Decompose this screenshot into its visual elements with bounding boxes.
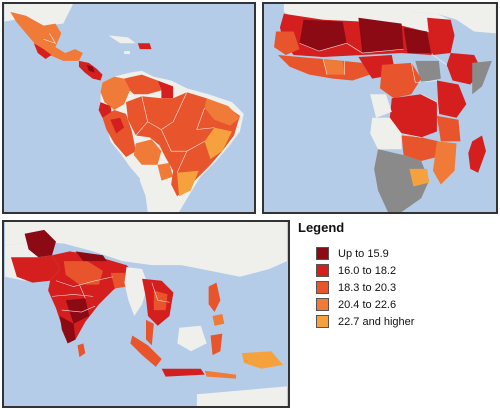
ghana-region [323, 58, 345, 75]
borneo-land [177, 325, 207, 352]
map-africa[interactable] [262, 2, 498, 214]
mauritania-region [274, 31, 300, 56]
sulawesi-region [210, 333, 223, 356]
angola-land [370, 117, 402, 150]
nepal-region [75, 251, 107, 262]
jamaica-land [124, 51, 130, 55]
niger-region [358, 17, 404, 54]
south-asia-map-svg [5, 222, 287, 406]
sri-lanka-region [77, 343, 86, 358]
india-south-region [59, 315, 76, 344]
brazil-region [126, 92, 240, 197]
map-legend: Legend Up to 15.9 16.0 to 18.2 18.3 to 2… [296, 220, 476, 330]
somalia-no-data [472, 60, 492, 95]
peru-north-region [110, 117, 125, 134]
peru-region [102, 109, 136, 158]
north-africa-land [283, 4, 453, 34]
zambia-region [401, 135, 439, 161]
papua-region [241, 351, 284, 369]
pakistan-region [10, 255, 60, 283]
legend-swatch-5 [316, 315, 329, 328]
north-america-land [4, 4, 74, 26]
southern-cone-land [139, 164, 170, 212]
europe-middle-east-land [372, 4, 496, 34]
brazil-south-region [177, 170, 199, 197]
australia-land [196, 386, 287, 406]
tanzania-region [436, 115, 461, 142]
sudan-region [427, 17, 455, 56]
afghanistan-region [24, 229, 56, 258]
map-south-asia[interactable] [2, 220, 290, 408]
malay-peninsula-region [146, 319, 154, 346]
west-africa-coast-region [277, 55, 371, 81]
cuba-land [108, 35, 136, 44]
gabon-land [370, 94, 392, 118]
admin-boundaries [299, 42, 447, 138]
mali-region [299, 19, 347, 52]
india-central-region [65, 298, 90, 324]
brazil-northeast-region [204, 98, 240, 126]
admin-boundaries [52, 276, 170, 313]
legend-label: Up to 15.9 [338, 247, 389, 260]
chad-region [403, 27, 432, 54]
paraguay-region [157, 162, 174, 181]
southern-africa-no-data [374, 149, 430, 212]
mexico-region [10, 11, 83, 61]
central-asia-china-land [5, 222, 287, 277]
sumatra-region [130, 335, 162, 367]
bangladesh-region [110, 272, 127, 289]
colombia-region [100, 76, 130, 110]
legend-item: 16.0 to 18.2 [316, 262, 476, 279]
myanmar-land [124, 267, 148, 316]
mozambique-region [432, 141, 457, 185]
kenya-uganda-region [436, 80, 467, 118]
drc-region [389, 94, 437, 138]
laos-thailand-region [153, 290, 168, 311]
zimbabwe-region [409, 168, 430, 187]
philippines-region [208, 282, 221, 313]
brazil-east-region [204, 127, 233, 160]
nusa-tenggara-region [204, 370, 237, 379]
africa-map-svg [264, 4, 496, 212]
south-sudan-no-data [415, 60, 441, 83]
mindanao-region [212, 314, 225, 326]
legend-label: 22.7 and higher [338, 315, 415, 328]
bolivia-region [133, 139, 162, 165]
legend-title: Legend [298, 220, 345, 235]
latin-america-map-svg [4, 4, 254, 212]
car-cameroon-region [380, 62, 422, 99]
map-latin-america[interactable] [2, 2, 256, 214]
java-region [161, 368, 205, 377]
legend-swatch-3 [316, 281, 329, 294]
legend-item: 20.4 to 22.6 [316, 296, 476, 313]
admin-boundaries [43, 33, 215, 173]
legend-label: 20.4 to 22.6 [338, 298, 397, 311]
guatemala-region [86, 64, 95, 73]
legend-label: 18.3 to 20.3 [338, 281, 397, 294]
venezuela-region [124, 74, 162, 95]
legend-item: Up to 15.9 [316, 245, 476, 262]
hispaniola-region [137, 43, 152, 50]
legend-swatch-4 [316, 298, 329, 311]
legend-item: 18.3 to 20.3 [316, 279, 476, 296]
mexico-south-region [33, 43, 52, 59]
india-north-region [63, 261, 103, 285]
guianas-region [157, 80, 174, 99]
legend-item: 22.7 and higher [316, 313, 476, 330]
legend-label: 16.0 to 18.2 [338, 264, 397, 277]
madagascar-region [468, 135, 486, 173]
legend-swatch-2 [316, 264, 329, 277]
legend-swatch-1 [316, 247, 329, 260]
